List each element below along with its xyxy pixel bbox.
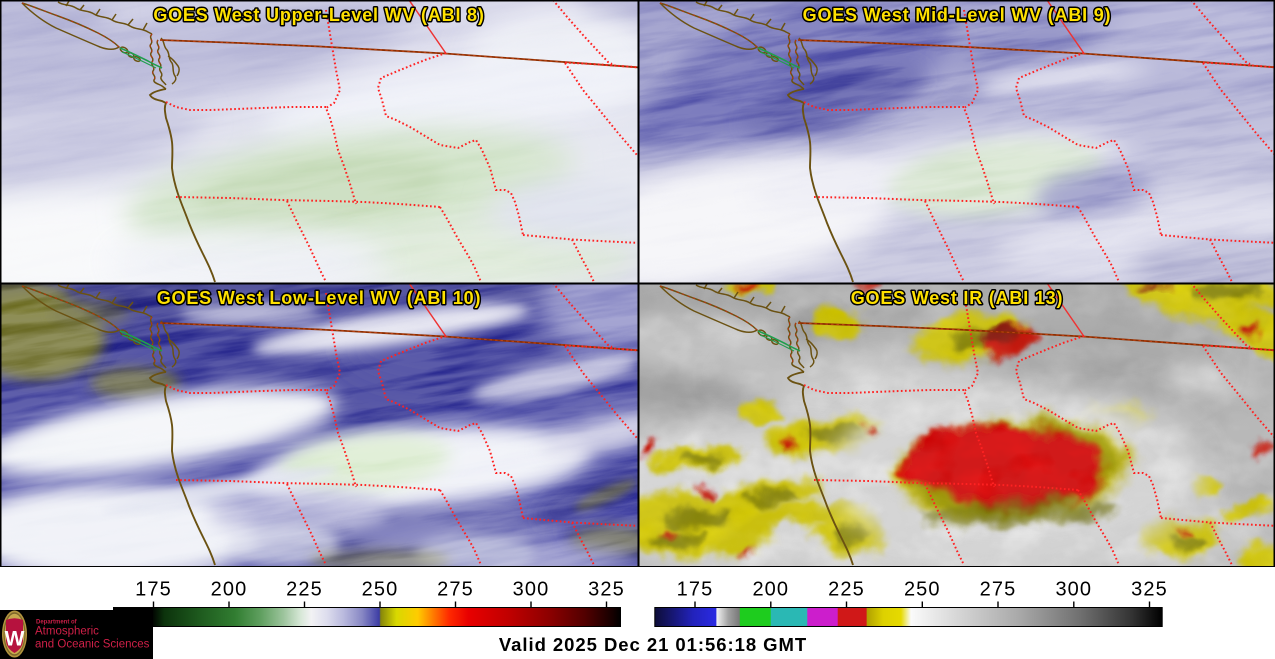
svg-text:GOES West IR (ABI 13): GOES West IR (ABI 13) bbox=[851, 288, 1064, 308]
svg-text:300: 300 bbox=[1055, 579, 1092, 601]
svg-text:W: W bbox=[5, 628, 25, 651]
svg-text:325: 325 bbox=[1131, 579, 1168, 601]
svg-text:175: 175 bbox=[135, 579, 172, 601]
svg-text:200: 200 bbox=[211, 579, 248, 601]
svg-text:300: 300 bbox=[513, 579, 550, 601]
svg-text:275: 275 bbox=[437, 579, 474, 601]
svg-text:225: 225 bbox=[286, 579, 323, 601]
svg-text:275: 275 bbox=[980, 579, 1017, 601]
svg-text:Atmospheric: Atmospheric bbox=[35, 626, 99, 638]
svg-text:250: 250 bbox=[904, 579, 941, 601]
svg-text:GOES West Mid-Level WV (ABI 9): GOES West Mid-Level WV (ABI 9) bbox=[803, 5, 1112, 25]
svg-text:GOES West Low-Level WV (ABI 10: GOES West Low-Level WV (ABI 10) bbox=[157, 288, 482, 308]
svg-text:and Oceanic Sciences: and Oceanic Sciences bbox=[35, 639, 150, 651]
svg-text:325: 325 bbox=[588, 579, 625, 601]
svg-text:Department of: Department of bbox=[36, 620, 78, 626]
svg-text:175: 175 bbox=[677, 579, 714, 601]
svg-text:200: 200 bbox=[752, 579, 789, 601]
svg-text:225: 225 bbox=[828, 579, 865, 601]
svg-text:250: 250 bbox=[362, 579, 399, 601]
svg-text:GOES West Upper-Level WV (ABI: GOES West Upper-Level WV (ABI 8) bbox=[153, 5, 484, 25]
svg-text:Valid 2025 Dec 21 01:56:18 GMT: Valid 2025 Dec 21 01:56:18 GMT bbox=[499, 634, 807, 655]
